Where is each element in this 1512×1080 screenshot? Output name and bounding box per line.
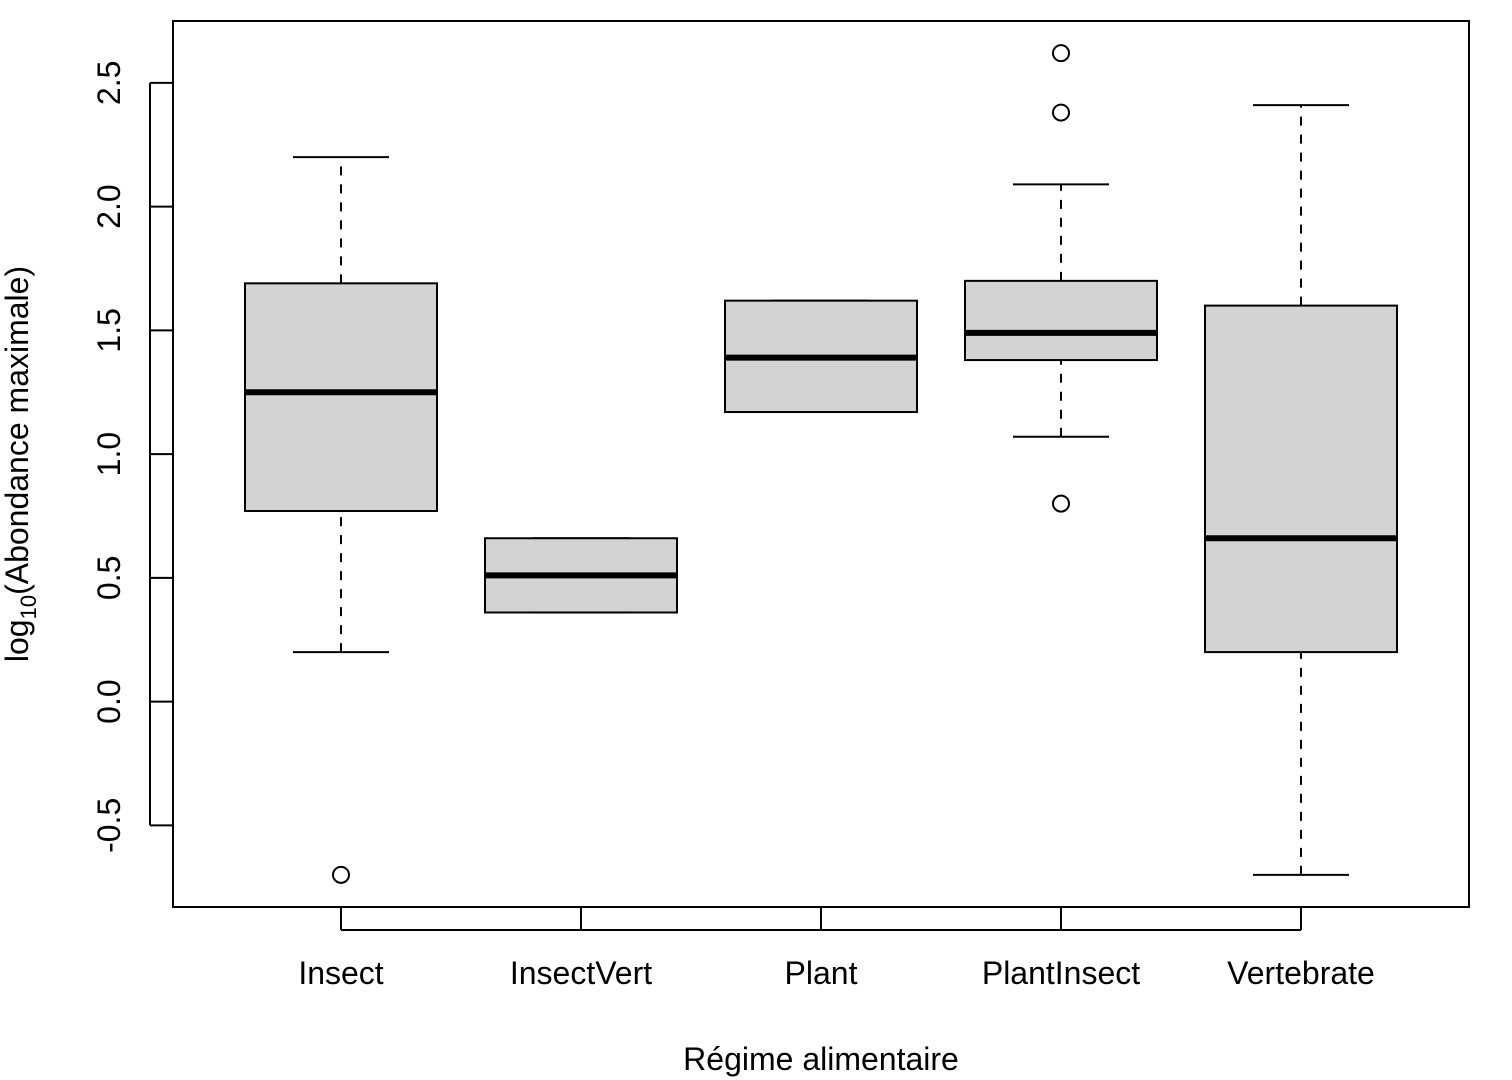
outlier-point — [1052, 103, 1070, 122]
box-plant — [724, 299, 918, 414]
outlier-point — [332, 865, 350, 884]
x-tick-label: Vertebrate — [1227, 955, 1375, 991]
outlier-point — [1052, 494, 1070, 513]
box-vertebrate — [1204, 104, 1398, 876]
x-axis-label: Régime alimentaire — [683, 1041, 959, 1077]
x-tick-label: InsectVert — [510, 955, 652, 991]
x-tick-label: PlantInsect — [982, 955, 1140, 991]
y-axis-label-suffix: (Abondance maximale) — [0, 266, 35, 595]
x-tick-label: Insect — [298, 955, 383, 991]
y-tick-label: 2.5 — [91, 61, 127, 105]
box-insectvert — [484, 537, 678, 614]
x-tick-label: Plant — [785, 955, 858, 991]
iqr-box — [244, 282, 438, 513]
box-plantinsect — [964, 44, 1158, 513]
box-series — [244, 44, 1398, 884]
iqr-box — [1204, 304, 1398, 654]
outlier-point — [1052, 44, 1070, 63]
y-axis-label-subscript: 10 — [16, 595, 41, 619]
y-tick-label: 0.5 — [91, 556, 127, 600]
y-tick-label: 1.0 — [91, 432, 127, 476]
x-axis: Insect InsectVert Plant PlantInsect Vertebra… — [298, 907, 1375, 991]
y-axis-label-prefix: log — [0, 619, 35, 662]
box-insect — [244, 156, 438, 884]
y-tick-label: 1.5 — [91, 308, 127, 352]
y-axis-label: log10(Abondance maximale) — [0, 266, 41, 662]
plot-frame — [172, 20, 1470, 908]
y-axis: -0.5 0.0 0.5 1.0 1.5 2.0 2.5 — [91, 61, 173, 853]
y-tick-label: -0.5 — [91, 798, 127, 853]
iqr-box — [964, 279, 1158, 362]
y-tick-label: 0.0 — [91, 679, 127, 723]
y-tick-label: 2.0 — [91, 184, 127, 228]
